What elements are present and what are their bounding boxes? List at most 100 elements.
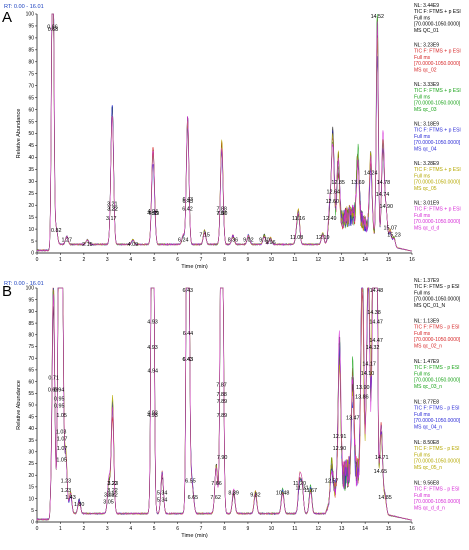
peak-label: 0.68 <box>48 27 59 33</box>
x-tick-label: 15 <box>386 257 392 263</box>
peak-label: 3.22 <box>107 481 118 487</box>
legend-nl: NL: 8.77E8 <box>414 400 439 406</box>
peak-label: 4.09 <box>128 242 139 248</box>
legend-mass-range: [70.0000-1050.0000] <box>414 219 461 225</box>
y-tick-label: 85 <box>28 48 34 54</box>
y-tick-label: 55 <box>28 119 34 125</box>
peak-label: 3.22 <box>107 206 118 212</box>
peak-label: 9.32 <box>250 493 261 499</box>
y-tick-label: 80 <box>28 333 34 339</box>
legend-nl: NL: 3.33E9 <box>414 82 439 88</box>
legend-mass-range: [70.0000-1050.0000] <box>414 61 461 67</box>
x-tick-label: 4 <box>129 526 132 532</box>
legend-scan-type: Full ms <box>414 55 431 61</box>
peak-label: 12.90 <box>333 446 347 452</box>
peak-label: 14.24 <box>364 171 378 177</box>
peak-label: 4.94 <box>148 369 159 375</box>
y-tick-label: 35 <box>28 167 34 173</box>
peak-label: 11.08 <box>290 235 303 241</box>
peak-label: 7.89 <box>217 413 228 419</box>
peak-label: 1.07 <box>57 436 68 442</box>
legend-nl: NL: 1.47E9 <box>414 359 439 365</box>
legend-scan-filter: TIC F: FTMS - p ESI <box>414 446 460 452</box>
y-axis-title: Relative Abundance <box>16 109 22 159</box>
y-tick-label: 70 <box>28 356 34 362</box>
peak-label: 3.23 <box>107 481 118 487</box>
x-tick-label: 16 <box>409 526 415 532</box>
x-tick-label: 1 <box>59 257 62 263</box>
peak-label: 13.86 <box>355 394 369 400</box>
y-tick-label: 20 <box>28 203 34 209</box>
peak-label: 12.64 <box>327 190 341 196</box>
peak-label: 14.52 <box>371 14 385 20</box>
rt-range-text: RT: 0.00 - 16.01 <box>4 4 44 10</box>
y-tick-label: 100 <box>26 286 35 292</box>
legend-nl: NL: 3.44E9 <box>414 3 439 9</box>
peak-label: 6.24 <box>178 237 189 243</box>
peak-label: 4.93 <box>147 319 158 325</box>
legend-sample-name: MS QC_01_N <box>414 303 446 309</box>
peak-label: 14.17 <box>362 362 376 368</box>
peak-label: 8.36 <box>228 237 239 243</box>
legend-scan-filter: TIC F: FTMS + p ESI <box>414 88 461 94</box>
peak-label: 3.05 <box>103 500 114 506</box>
legend-nl: NL: 3.28E9 <box>414 161 439 167</box>
peak-label: 7.90 <box>217 455 228 461</box>
x-tick-label: 8 <box>223 526 226 532</box>
y-tick-label: 95 <box>28 24 34 30</box>
y-tick-label: 40 <box>28 426 34 432</box>
peak-label: 3.22 <box>107 206 118 212</box>
peak-label: 1.27 <box>62 237 73 243</box>
peak-label: 1.07 <box>57 446 68 452</box>
peak-label: 0.71 <box>48 376 59 382</box>
x-tick-label: 3 <box>106 257 109 263</box>
legend-nl: NL: 1.13E9 <box>414 319 439 325</box>
peak-label: 11.16 <box>292 216 305 222</box>
legend-scan-filter: TIC F: FTMS + p ESI <box>414 9 461 15</box>
x-tick-label: 8 <box>223 257 226 263</box>
peak-label: 0.94 <box>54 387 65 393</box>
y-tick-label: 35 <box>28 438 34 444</box>
legend-scan-type: Full ms <box>414 15 431 21</box>
x-tick-label: 12 <box>315 526 321 532</box>
y-tick-label: 40 <box>28 155 34 161</box>
peak-label: 0.95 <box>54 397 65 403</box>
peak-label: 4.99 <box>149 211 160 217</box>
peak-label: 9.70 <box>259 237 270 243</box>
peak-label: 3.21 <box>107 202 118 208</box>
peak-label: 0.69 <box>48 387 59 393</box>
legend-scan-filter: TIC F: FTMS + p ESI <box>414 207 461 213</box>
y-tick-label: 75 <box>28 71 34 77</box>
legend-sample-name: MS QC_01 <box>414 28 439 34</box>
x-tick-label: 7 <box>200 526 203 532</box>
x-tick-label: 10 <box>269 257 275 263</box>
peak-label: 4.93 <box>147 413 158 419</box>
legend-scan-type: Full ms <box>414 452 431 458</box>
peak-label: 14.90 <box>379 204 393 210</box>
peak-label: 1.03 <box>56 429 67 435</box>
y-tick-label: 60 <box>28 379 34 385</box>
y-tick-label: 25 <box>28 191 34 197</box>
y-tick-label: 20 <box>28 473 34 479</box>
peak-label: 12.49 <box>323 216 337 222</box>
legend-sample-name: MS qc_d_d <box>414 225 440 231</box>
x-tick-label: 11 <box>292 257 297 263</box>
x-tick-label: 6 <box>176 526 179 532</box>
peak-label: 6.43 <box>182 288 193 294</box>
peak-label: 6.55 <box>185 479 196 485</box>
peak-label: 14.38 <box>367 310 381 316</box>
legend-scan-filter: TIC F: FTMS - p ESI <box>414 406 460 412</box>
peak-label: 6.43 <box>182 199 193 205</box>
y-tick-label: 5 <box>31 239 34 245</box>
peak-label: 7.87 <box>216 383 227 389</box>
y-tick-label: 30 <box>28 450 34 456</box>
legend-scan-type: Full ms <box>414 371 431 377</box>
x-tick-label: 13 <box>339 257 345 263</box>
panel-label: A <box>2 9 12 26</box>
legend-nl: NL: 1.37E9 <box>414 278 439 284</box>
peak-label: 0.66 <box>47 25 58 31</box>
peak-label: 14.74 <box>376 192 390 198</box>
x-tick-label: 5 <box>153 257 156 263</box>
